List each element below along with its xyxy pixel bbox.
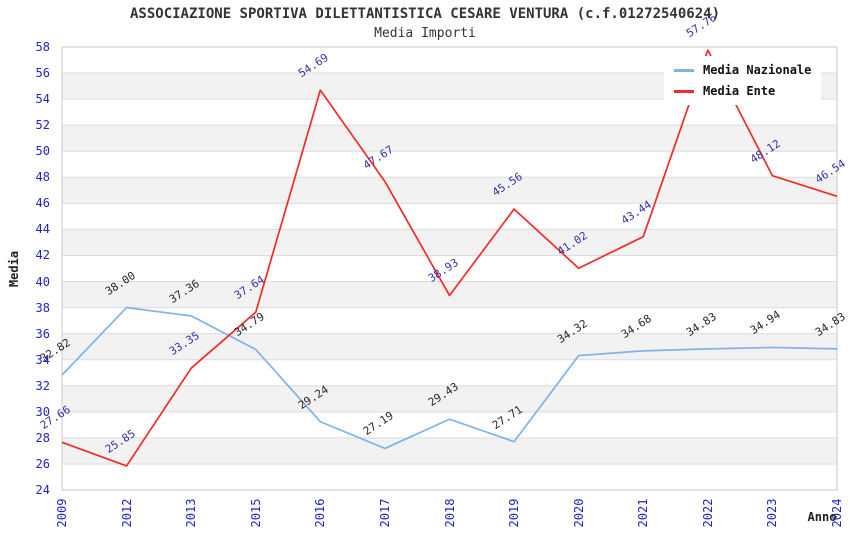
legend-label: Media Ente [703, 84, 776, 98]
y-tick-label: 54 [35, 92, 50, 107]
x-tick-label: 2015 [248, 498, 263, 528]
y-tick-label: 34 [35, 352, 50, 367]
x-tick-label: 2021 [636, 498, 651, 528]
line-swatch-icon [674, 89, 694, 93]
y-tick-label: 56 [35, 66, 50, 81]
x-tick-label: 2013 [184, 498, 199, 528]
y-tick-label: 58 [35, 40, 50, 54]
plot-band [62, 385, 837, 412]
y-tick-label: 52 [35, 118, 50, 133]
y-tick-label: 38 [35, 300, 50, 315]
plot-band [62, 333, 837, 360]
y-tick-label: 32 [35, 378, 50, 393]
line-swatch-icon [674, 68, 694, 72]
y-tick-label: 44 [35, 222, 50, 237]
y-tick-label: 26 [35, 456, 50, 471]
x-axis-label: Anno [807, 510, 837, 524]
y-tick-label: 50 [35, 144, 50, 159]
x-tick-label: 2016 [313, 498, 328, 528]
plot-band [62, 437, 837, 464]
y-axis-label: Media [7, 250, 21, 288]
y-tick-label: 48 [35, 170, 50, 185]
x-tick-label: 2018 [442, 498, 457, 528]
legend: Media Nazionale Media Ente [664, 56, 822, 105]
legend-item-media-ente: Media Ente [674, 84, 811, 98]
x-tick-label: 2020 [571, 498, 586, 528]
x-tick-label: 2022 [700, 498, 715, 528]
legend-label: Media Nazionale [703, 63, 812, 77]
x-tick-label: 2012 [119, 498, 134, 528]
y-tick-label: 36 [35, 326, 50, 341]
x-tick-label: 2017 [377, 498, 392, 528]
plot-band [62, 229, 837, 256]
series-line-media-nazionale [61, 306, 838, 450]
plot-band [62, 177, 837, 204]
x-tick-label: 2009 [55, 498, 69, 528]
series-line-media-ente [61, 49, 838, 467]
y-tick-label: 30 [35, 404, 50, 419]
y-tick-label: 24 [35, 483, 50, 497]
y-tick-label: 42 [35, 248, 50, 263]
x-tick-label: 2023 [765, 498, 780, 528]
y-tick-label: 28 [35, 430, 50, 445]
y-tick-label: 40 [35, 274, 50, 289]
x-tick-label: 2019 [507, 498, 522, 528]
plot-band [62, 125, 837, 152]
legend-item-media-nazionale: Media Nazionale [674, 63, 811, 77]
chart-subtitle: Media Importi [374, 26, 476, 41]
plot-border [61, 46, 838, 491]
chart-title: ASSOCIAZIONE SPORTIVA DILETTANTISTICA CE… [129, 6, 720, 22]
y-tick-label: 46 [35, 196, 50, 211]
